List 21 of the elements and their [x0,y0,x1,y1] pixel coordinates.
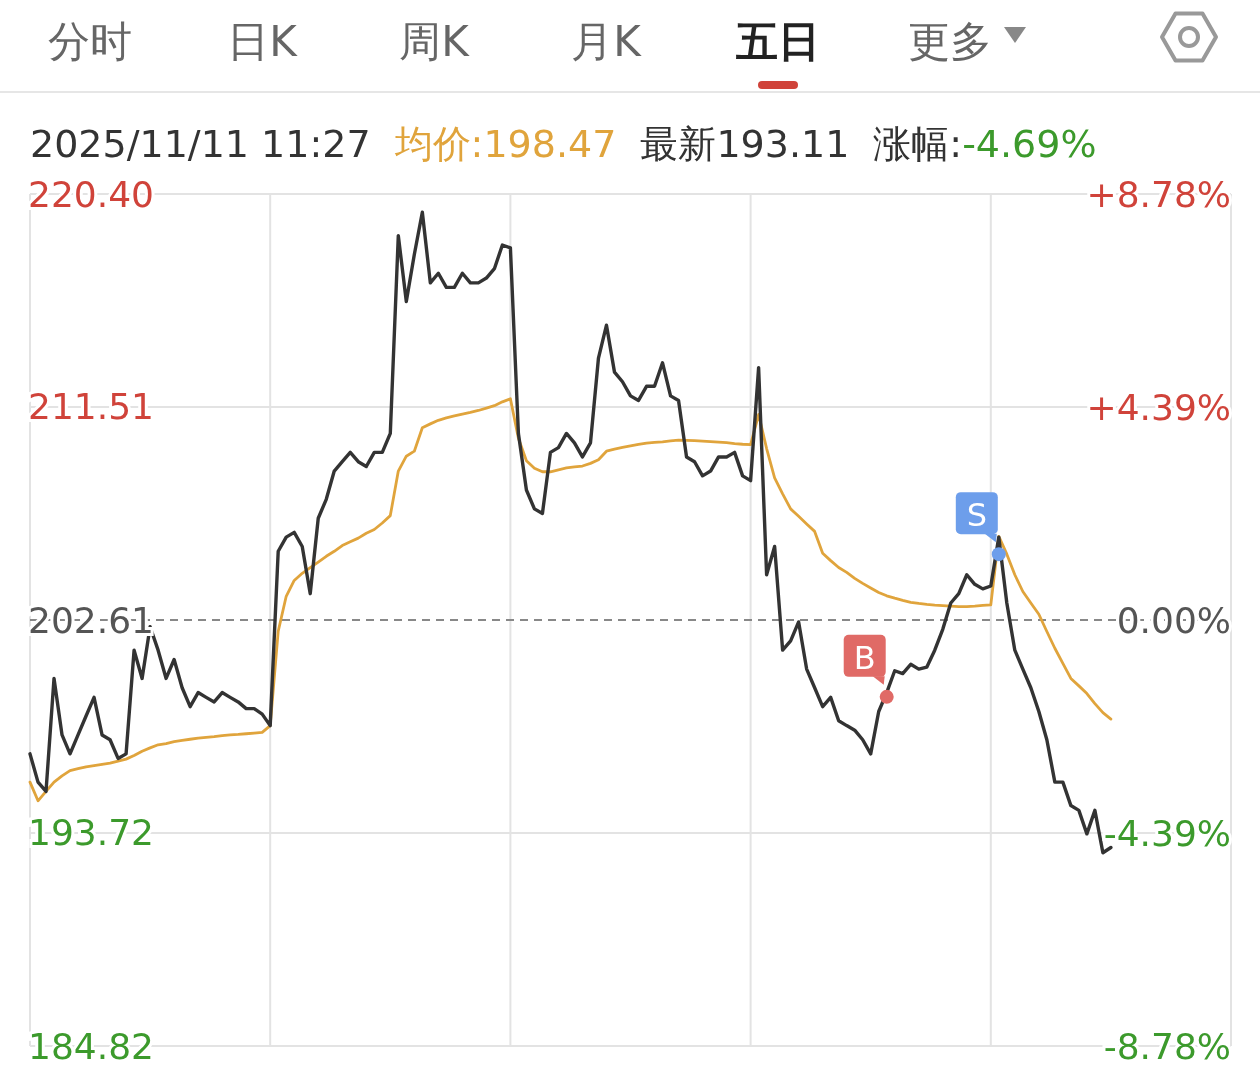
text: 日K [227,17,299,66]
y-tick-label: 211.51 [28,386,154,428]
y2-tick-label: +4.39% [1086,386,1231,428]
text: 分时 [48,17,132,66]
text: 周K [399,17,471,66]
text: 均价:198.47 [393,122,617,166]
series-label: S [966,496,987,535]
y2-tick-label: 0.00% [1116,599,1231,641]
text: 更多 [908,17,992,66]
text: 月K [571,17,643,66]
y2-tick-label: +8.78% [1086,173,1231,215]
text: 五日 [735,17,820,66]
series-label: B [853,638,876,677]
chart-title: 2025/11/11 11:27 [30,122,371,166]
text: 最新193.11 [640,122,850,166]
y-tick-label: 220.40 [28,173,154,215]
y2-tick-label: -4.39% [1103,812,1231,854]
text: 涨幅:-4.69% [873,122,1097,166]
y-tick-label: 193.72 [28,812,154,854]
y-tick-label: 184.82 [28,1025,154,1067]
y2-tick-label: -8.78% [1103,1025,1231,1067]
